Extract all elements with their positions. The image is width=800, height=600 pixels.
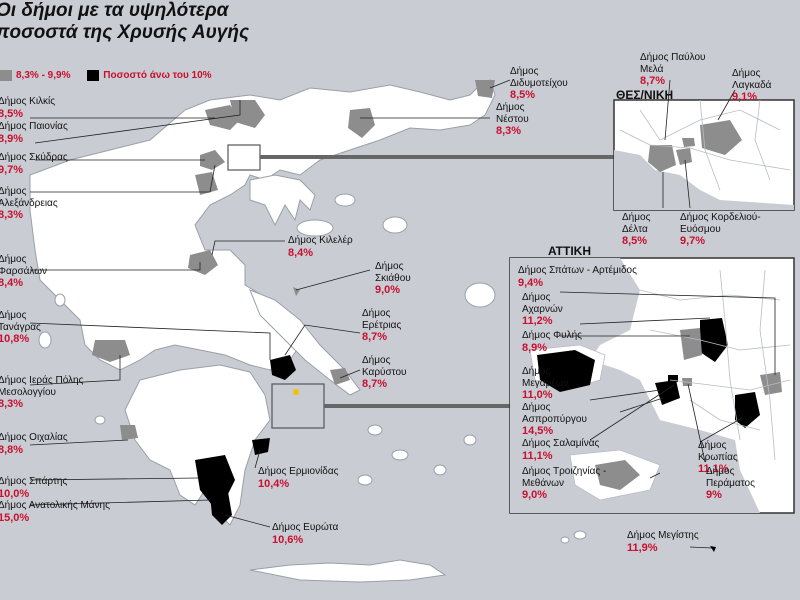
evia [249,289,361,396]
label-mesolongiou: Δήμος Ιεράς Πόλης Μεσολογγίου 8,3% [0,375,84,410]
legend: 8,3% - 9,9% Ποσοστό άνω του 10% [0,70,212,81]
megisti-island [710,546,716,552]
crete [249,559,447,583]
legend-grey-swatch [0,70,12,81]
label-lagkada: Δήμος Λαγκαδά 9,1% [732,68,772,103]
leader-lines [29,79,776,549]
title-line-1: Οι δήμοι με τα υψηλότερα [0,0,229,21]
title-line-2: ποσοστά της Χρυσής Αυγής [0,22,250,44]
grey-municipalities [92,80,495,440]
legend-grey-label: 8,3% - 9,9% [16,70,71,82]
label-nestou: Δήμος Νέστου 8,3% [496,102,529,137]
chalkidiki [249,174,316,227]
athens-marker [293,389,299,395]
label-peramatos: Δήμος Περάματος 9% [706,466,755,501]
label-spartis: Δήμος Σπάρτης 10,0% [0,476,68,500]
label-ermionidas: Δήμος Ερμιονίδας 10,4% [258,466,339,490]
label-kilkis: Δήμος Κιλκίς 8,5% [0,96,56,120]
label-kordeliou-evosmou: Δήμος Κορδελιού-Ευόσμου 9,7% [680,212,761,247]
label-skiathou: Δήμος Σκιάθου 9,0% [375,261,411,296]
label-megareon: Δήμος Μεγαρέων 11,0% [522,366,569,401]
legend-black-label: Ποσοστό άνω του 10% [103,70,212,82]
attica-inset-title: ΑΤΤΙΚΗ [548,244,591,258]
label-pavlou-mela: Δήμος Παύλου Μελά 8,7% [640,52,706,87]
mainland-greece [29,79,496,371]
label-eretrias: Δήμος Ερέτριας 8,7% [362,308,402,343]
label-acharnon: Δήμος Αχαρνών 11,2% [522,292,563,327]
map-title: Οι δήμοι με τα υψηλότερα ποσοστά της Χρυ… [0,0,249,45]
label-paionias: Δήμος Παιονίας 8,9% [0,121,68,145]
attica-inset [509,257,795,514]
islands [38,193,587,544]
label-kropias: Δήμος Κρωπίας 11,1% [698,440,738,475]
label-evrota: Δήμος Ευρώτα 10,6% [272,522,339,546]
label-fylis: Δήμος Φυλής 8,9% [522,330,582,354]
label-kileler: Δήμος Κιλελέρ 8,4% [288,235,353,259]
peloponnese [124,364,271,526]
label-skydras: Δήμος Σκύδρας 9,7% [0,152,68,176]
label-anatolikis-manis: Δήμος Ανατολικής Μάνης 15,0% [0,500,110,524]
thessaloniki-inset-title: ΘΕΣ/ΝΙΚΗ [616,88,674,102]
label-aspropyrgou: Δήμος Ασπροπύργου 14,5% [522,402,587,437]
legend-black-swatch [87,70,100,81]
thessaloniki-inset [613,99,795,211]
label-salaminas: Δήμος Σαλαμίνας 11,1% [522,438,600,462]
label-troizinias-methanon: Δήμος Τροιζηνίας - Μεθάνων 9,0% [522,466,607,501]
label-alexandreias: Δήμος Αλεξάνδρειας 8,3% [0,186,58,221]
label-farsalon: Δήμος Φαρσάλων 8,4% [0,254,48,289]
label-delta: Δήμος Δέλτα 8,5% [622,212,651,247]
label-spaton-artemidos: Δήμος Σπάτων - Αρτέμιδος 9,4% [518,265,637,289]
label-megistis: Δήμος Μεγίστης 11,9% [627,530,699,554]
label-didymoteichou: Δήμος Διδυμοτείχου 8,5% [510,66,568,101]
label-oichalias: Δήμος Οιχαλίας 8,8% [0,432,68,456]
label-tanagras: Δήμος Τανάγρας 10,8% [0,310,41,345]
black-municipalities [195,355,296,525]
label-karystou: Δήμος Καρύστου 8,7% [362,355,407,390]
